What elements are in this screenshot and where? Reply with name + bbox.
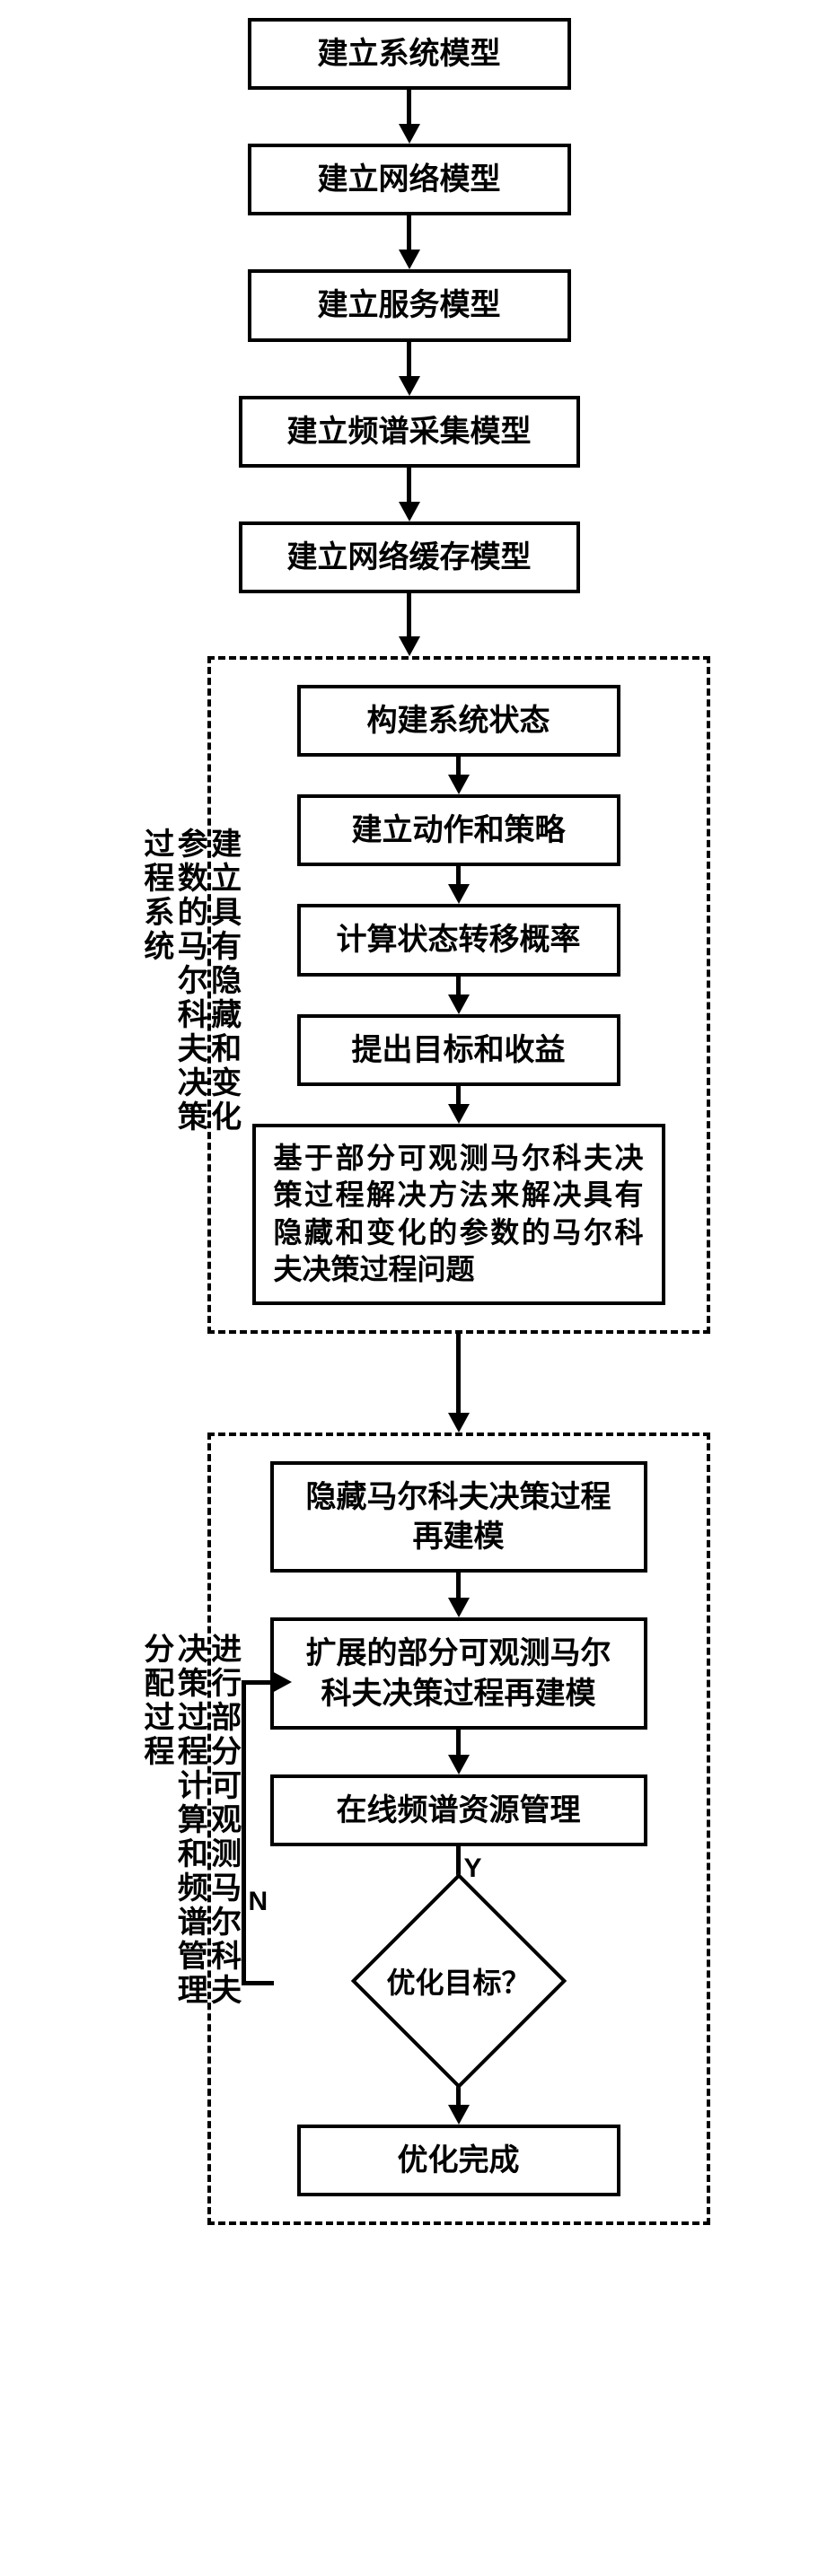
loop-hline-top <box>242 1680 274 1685</box>
connector <box>448 757 470 794</box>
box-build-action-policy: 建立动作和策略 <box>297 794 620 866</box>
connector <box>399 468 420 521</box>
label-no: N <box>249 1887 268 1917</box>
decision-optimize-target: 优化目标？ <box>351 1909 567 2053</box>
box-system-model: 建立系统模型 <box>248 18 571 90</box>
box-hidden-mdp-remodel: 隐藏马尔科夫决策过程再建模 <box>270 1461 647 1573</box>
loop-vline <box>242 1680 246 1985</box>
box-online-spectrum-mgmt: 在线频谱资源管理 <box>270 1774 647 1846</box>
group-markov-build: 建立具有隐藏和变化参数的马尔科夫决策过程系统 构建系统状态 建立动作和策略 计算… <box>207 656 710 1334</box>
connector <box>399 593 420 656</box>
loop-arrow-into-t2 <box>272 1671 292 1693</box>
box-optimize-done: 优化完成 <box>297 2125 620 2196</box>
group-pomdp-spectrum: 进行部分可观测马尔科夫决策过程计算和频谱管理分配过程 隐藏马尔科夫决策过程再建模… <box>207 1433 710 2225</box>
connector <box>448 1334 470 1433</box>
box-pomdp-solve: 基于部分可观测马尔科夫决策过程解决方法来解决具有隐藏和变化的参数的马尔科夫决策过… <box>252 1124 665 1305</box>
connector <box>448 977 470 1014</box>
connector <box>448 1573 470 1617</box>
label-yes: Y <box>464 1853 482 1884</box>
side-label-group2: 进行部分可观测马尔科夫决策过程计算和频谱管理分配过程 <box>139 1633 240 2026</box>
connector <box>448 866 470 904</box>
side-label-group1: 建立具有隐藏和变化参数的马尔科夫决策过程系统 <box>139 828 240 1163</box>
box-extended-pomdp-remodel: 扩展的部分可观测马尔科夫决策过程再建模 <box>270 1617 647 1729</box>
box-build-state: 构建系统状态 <box>297 685 620 757</box>
box-service-model: 建立服务模型 <box>248 269 571 341</box>
loop-region: 扩展的部分可观测马尔科夫决策过程再建模 在线频谱资源管理 Y 优化目标？ N <box>236 1617 682 2053</box>
loop-hline-bottom <box>242 1981 274 1985</box>
flowchart-root: 建立系统模型 建立网络模型 建立服务模型 建立频谱采集模型 建立网络缓存模型 建… <box>19 18 800 2225</box>
box-network-model: 建立网络模型 <box>248 144 571 215</box>
box-objective-gain: 提出目标和收益 <box>297 1014 620 1086</box>
box-spectrum-collect-model: 建立频谱采集模型 <box>239 396 580 468</box>
connector <box>399 342 420 396</box>
decision-text: 优化目标？ <box>386 1960 530 2002</box>
connector <box>448 1086 470 1124</box>
box-network-cache-model: 建立网络缓存模型 <box>239 521 580 593</box>
connector <box>399 90 420 144</box>
connector <box>448 1730 470 1774</box>
connector <box>399 215 420 269</box>
box-calc-transition: 计算状态转移概率 <box>297 904 620 976</box>
